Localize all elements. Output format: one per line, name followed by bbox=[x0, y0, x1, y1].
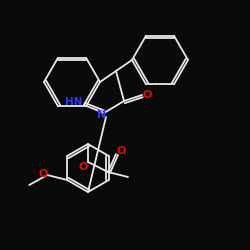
Text: O: O bbox=[142, 90, 152, 100]
Text: O: O bbox=[38, 169, 48, 179]
Text: N: N bbox=[98, 110, 106, 120]
Text: O: O bbox=[78, 162, 88, 172]
Text: HN: HN bbox=[65, 97, 83, 107]
Text: O: O bbox=[116, 146, 126, 156]
